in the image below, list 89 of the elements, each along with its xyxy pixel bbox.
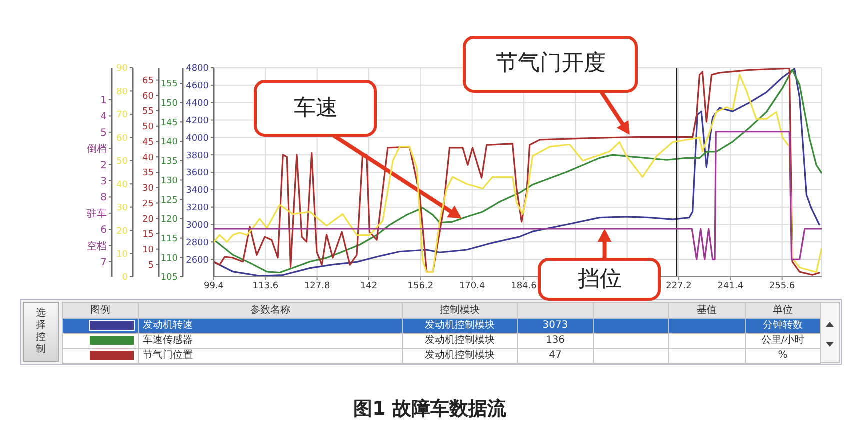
x-tick-label: 142 [360,281,378,292]
y3-tick-label: 45 [142,138,154,148]
y-tick-label: 10 [116,250,128,260]
side-button: 选择控制 [23,302,59,362]
y2-tick-label: 120 [160,215,178,226]
x-tick-label: 227.2 [666,281,692,292]
y-tick-label: 2600 [186,256,210,266]
y3-tick-label: 15 [142,230,154,240]
x-tick-label: 184.6 [511,281,538,292]
text: 图1 故障车数据流 [352,397,508,422]
y3-tick-label: 50 [142,122,154,133]
text: 基值 [668,302,746,318]
y-tick-label: 60 [116,134,128,144]
y3-tick-label: 35 [142,168,154,179]
y2-tick-label: 145 [160,118,178,128]
y3-tick-label: 55 [142,107,154,118]
y3-tick-label: 5 [148,260,154,271]
y-tick-label: 4600 [186,82,210,92]
y-tick-label: 80 [116,87,128,98]
y-tick-label: 2800 [186,238,210,248]
y2-tick-label: 125 [160,196,178,206]
y3-tick-label: 20 [142,214,154,225]
x-tick-label: 99.4 [204,281,224,292]
text: 倒档 [87,143,107,156]
y-tick-label: 3000 [186,220,210,231]
text: 136 [518,334,594,348]
y-tick-label: 3800 [186,151,210,162]
y-tick-label: 3600 [186,168,210,179]
text: 8 [100,192,107,204]
y-tick-label: 40 [116,180,128,190]
text: % [746,348,820,364]
text: 3073 [518,318,594,334]
text: 5 [100,128,107,139]
y-tick-label: 50 [116,157,128,168]
text: 空档 [87,240,107,252]
y-tick-label: 0 [122,273,128,284]
text: 分钟转数 [746,318,820,334]
y2-tick-label: 150 [160,99,178,110]
x-tick-label: 255.6 [769,281,796,292]
text: 7 [100,258,107,268]
text: 驻车 [87,208,107,220]
text: 公里/小时 [746,334,820,348]
x-tick-label: 241.4 [718,281,744,292]
text: 发动机控制模块 [402,348,518,364]
y-tick-label: 30 [116,204,128,214]
y2-tick-label: 135 [160,157,178,168]
text: 控制模块 [402,302,518,318]
y-tick-label: 70 [116,110,128,121]
annotation: 节气门开度 [496,51,606,78]
text: 4 [100,112,107,123]
text: 47 [518,348,594,364]
x-tick-label: 127.8 [304,281,330,292]
y-tick-label: 3200 [186,204,210,214]
y3-tick-label: 30 [142,184,154,194]
text: 单位 [746,302,820,318]
y2-tick-label: 115 [160,234,178,244]
x-tick-label: 156.2 [408,281,434,292]
y-tick-label: 4000 [186,134,210,144]
y2-tick-label: 110 [160,254,178,264]
text: 发动机控制模块 [402,334,518,348]
legend-label: 车速传感器 [138,334,402,348]
x-tick-label: 170.4 [459,281,486,292]
y3-tick-label: 65 [142,76,154,86]
y2-tick-label: 155 [160,80,178,90]
text: 发动机控制模块 [402,318,518,334]
y-tick-label: 4800 [186,64,210,74]
text: 6 [100,225,107,236]
y2-tick-label: 140 [160,138,178,148]
text: 图例 [62,302,138,318]
x-tick-label: 113.6 [252,281,279,292]
annotation: 挡位 [578,266,622,293]
y-tick-label: 90 [116,64,128,74]
y-tick-label: 4200 [186,116,210,126]
y3-tick-label: 25 [142,199,154,210]
text: 参数名称 [138,302,402,318]
y3-tick-label: 10 [142,246,154,256]
text: 3 [100,176,107,188]
legend-label: 节气门位置 [138,348,402,364]
text: 1 [100,96,107,106]
y2-tick-label: 105 [160,273,178,284]
text: 2 [100,160,107,172]
y-tick-label: 4400 [186,99,210,110]
y2-tick-label: 130 [160,176,178,186]
y3-tick-label: 60 [142,92,154,102]
legend-label: 发动机转速 [138,318,402,334]
y-tick-label: 3400 [186,186,210,196]
y-tick-label: 20 [116,226,128,237]
y3-tick-label: 40 [142,153,154,164]
annotation: 车速 [294,96,338,122]
